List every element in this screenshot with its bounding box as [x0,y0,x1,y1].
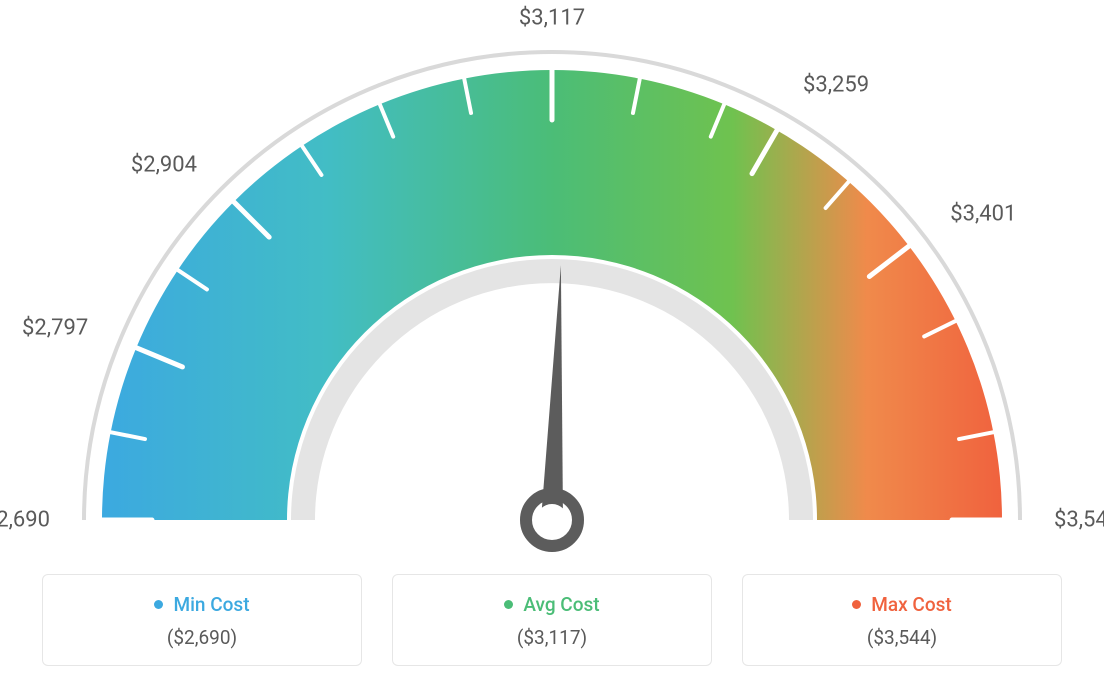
gauge-svg [0,0,1104,560]
legend-title-max: Max Cost [852,593,951,616]
gauge-needle [541,265,563,520]
gauge-area: $2,690 $2,797 $2,904 $3,117 $3,259 $3,401 $3,5… [0,0,1104,560]
legend-title-avg-text: Avg Cost [523,593,599,616]
gauge-tick-label: $2,690 [0,508,50,533]
legend-card-max: Max Cost ($3,544) [742,574,1062,666]
gauge-tick-label: $2,797 [22,315,88,340]
legend-card-avg: Avg Cost ($3,117) [392,574,712,666]
legend-card-min: Min Cost ($2,690) [42,574,362,666]
gauge-chart-container: $2,690 $2,797 $2,904 $3,117 $3,259 $3,401 $3,5… [0,0,1104,690]
legend-title-min-text: Min Cost [173,593,249,616]
legend-title-avg: Avg Cost [504,593,599,616]
gauge-tick-label: $3,544 [1054,508,1104,533]
gauge-tick-label: $3,259 [803,73,869,98]
gauge-needle-hub-inner [536,504,568,536]
legend-dot-min [154,600,163,609]
gauge-tick-label: $2,904 [131,153,197,178]
legend-row: Min Cost ($2,690) Avg Cost ($3,117) Max … [0,574,1104,666]
gauge-tick-label: $3,117 [519,6,585,31]
legend-dot-avg [504,600,513,609]
legend-title-min: Min Cost [154,593,249,616]
legend-value-avg: ($3,117) [413,626,691,649]
gauge-tick-label: $3,401 [950,202,1016,227]
legend-value-min: ($2,690) [63,626,341,649]
legend-title-max-text: Max Cost [871,593,951,616]
legend-value-max: ($3,544) [763,626,1041,649]
legend-dot-max [852,600,861,609]
